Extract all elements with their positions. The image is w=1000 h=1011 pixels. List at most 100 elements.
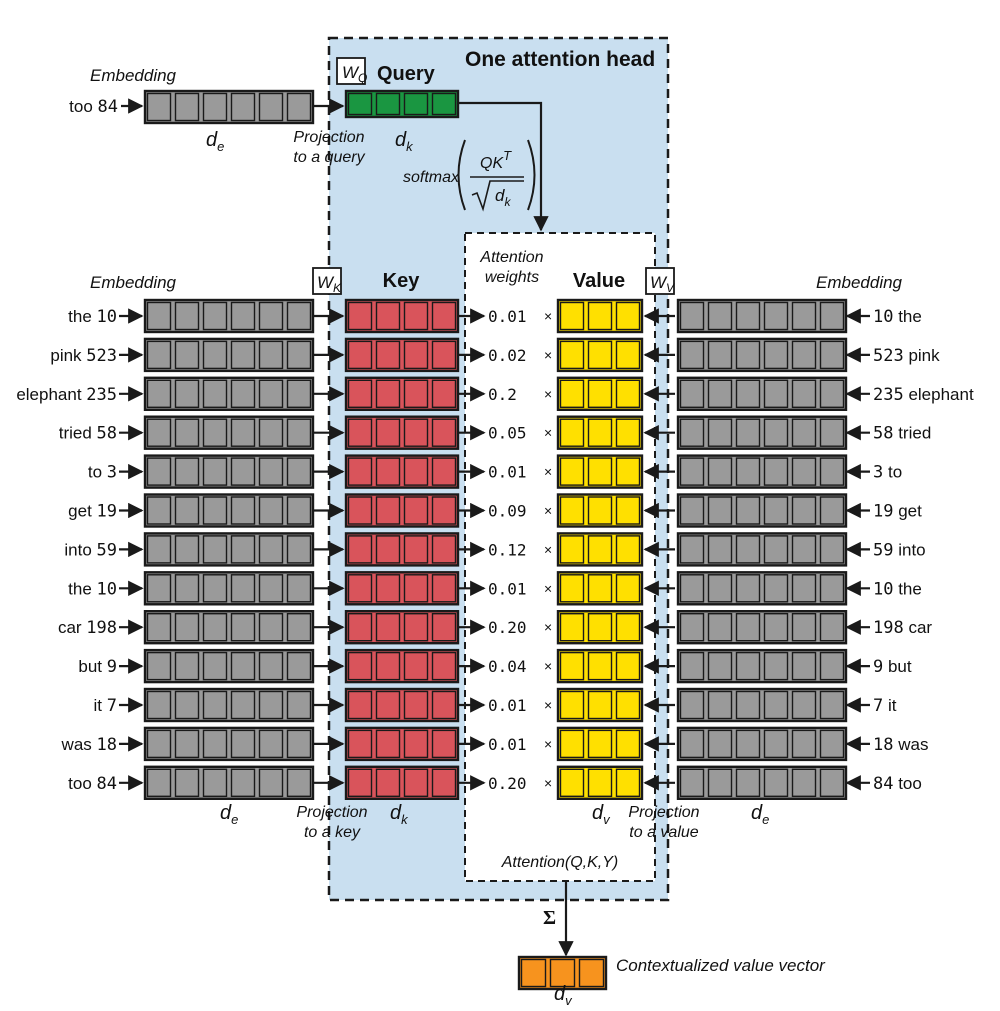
key-vector-cell [431,651,457,681]
left-token-word: it [94,696,107,715]
key-vector-cell [403,418,429,447]
value-vector-cell [587,574,613,603]
attention-formula: Attention(Q,K,Y) [501,854,619,871]
output-dv-label: dv [554,983,573,1008]
multiply-symbol: × [544,697,552,713]
value-embedding-vector-cell [819,768,845,797]
right-token-label: 10 the [873,579,922,599]
value-embedding-vector [676,337,848,373]
key-vector-cell [375,729,401,759]
token-row: it 7 0.01 × 7 it [94,687,897,723]
multiply-symbol: × [544,580,552,596]
key-vector-cell [431,457,457,486]
value-embedding-vector-cell [735,340,761,370]
key-embedding-vector [143,337,315,373]
key-vector-cell [375,340,401,370]
value-vector-cell [559,768,585,797]
key-embedding-vector-cell [202,690,228,720]
key-embedding-vector-cell [286,729,312,759]
key-vector-cell [431,729,457,759]
query-dk-label: dk [395,129,414,154]
key-vector-cell [375,418,401,447]
value-embedding-vector-cell [679,690,705,720]
right-token-word: it [883,696,897,715]
value-embedding-vector-cell [819,651,845,681]
query-embedding-cells-cell [286,92,312,122]
left-token-id: 523 [86,346,117,366]
value-vector-cell [615,535,641,564]
value-vector [556,376,644,411]
value-embedding-vector-cell [791,535,817,564]
key-embedding-vector-cell [202,496,228,525]
key-embedding-vector-cell [286,768,312,797]
multiply-symbol: × [544,775,552,791]
head-title: One attention head [465,48,655,71]
left-token-word: elephant [16,385,86,404]
right-token-label: 3 to [873,463,902,483]
value-embedding-vector-cell [679,768,705,797]
left-token-label: car 198 [58,618,117,638]
left-token-id: 18 [97,735,117,755]
value-embedding-vector-cell [763,574,789,603]
value-embedding-vector-cell [763,613,789,642]
key-embedding-vector-cell [286,574,312,603]
key-vector [344,415,460,450]
value-embedding-vector [676,687,848,723]
key-embedding-vector-cell [174,496,200,525]
query-weight-label: WQ [342,63,367,85]
left-token-id: 235 [86,385,117,405]
value-vector-cell [559,651,585,681]
value-embedding-vector-cell [707,457,733,486]
key-embedding-vector-cell [146,457,172,486]
value-vector-cell [559,418,585,447]
value-vector [556,298,644,334]
token-row: the 10 0.01 × 10 the [68,571,922,606]
key-embedding-vector-cell [174,574,200,603]
key-embedding-vector-cell [146,574,172,603]
value-embedding-vector-cell [791,768,817,797]
key-embedding-vector [143,687,315,723]
key-embedding-vector-cell [174,301,200,331]
key-vector-cell [375,613,401,642]
left-token-word: to [88,463,107,482]
left-token-word: pink [50,346,86,365]
right-token-id: 84 [873,774,893,794]
value-embedding-vector-cell [707,301,733,331]
value-vector [556,415,644,450]
key-vector-cell [375,457,401,486]
left-token-label: pink 523 [50,346,117,366]
key-vector-cell [431,496,457,525]
multiply-symbol: × [544,308,552,324]
key-embedding-vector-cell [258,457,284,486]
value-vector-cell [615,768,641,797]
softmax-prefix: softmax [403,169,460,186]
attention-weight: 0.20 [488,774,527,793]
value-vector-cell [559,690,585,720]
key-embedding-vector-cell [286,457,312,486]
right-token-id: 523 [873,346,904,366]
value-vector-cell [615,301,641,331]
left-embedding-label: Embedding [90,273,177,292]
value-embedding-vector-cell [735,729,761,759]
key-projection-label-1: Projection [296,804,367,821]
value-vector [556,454,644,489]
multiply-symbol: × [544,541,552,557]
key-vector-cell [347,690,373,720]
key-vector-cell [403,379,429,408]
key-embedding-vector-cell [230,496,256,525]
output-vector-cells [517,955,608,991]
key-embedding-vector-cell [230,651,256,681]
key-embedding-vector-cell [202,535,228,564]
query-embedding-cells-cell [146,92,172,122]
attention-weight: 0.04 [488,657,527,676]
value-embedding-vector [676,454,848,489]
value-embedding-vector-cell [707,768,733,797]
token-row: get 19 0.09 × 19 get [68,493,922,528]
key-vector-cell [403,535,429,564]
output-vector-cells-cell [520,958,547,988]
value-embedding-vector-cell [707,729,733,759]
multiply-symbol: × [544,464,552,480]
right-token-id: 7 [873,696,883,716]
key-vector-cell [431,418,457,447]
key-vector-cell [347,613,373,642]
